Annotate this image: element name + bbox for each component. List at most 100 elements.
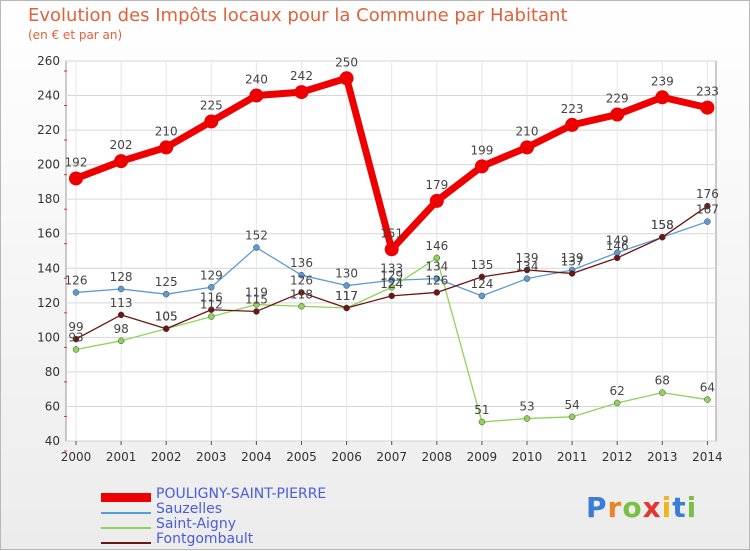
data-point xyxy=(117,311,125,319)
data-label: 136 xyxy=(290,256,313,270)
data-label: 223 xyxy=(561,102,584,116)
logo-letter: t xyxy=(672,491,687,524)
data-point xyxy=(208,284,215,291)
data-point xyxy=(478,292,486,300)
data-point xyxy=(114,154,129,169)
x-tick-label: 2006 xyxy=(331,450,362,464)
x-tick-label: 2001 xyxy=(106,450,137,464)
data-label: 240 xyxy=(245,73,268,87)
data-label: 116 xyxy=(200,291,223,305)
x-tick-label: 2004 xyxy=(241,450,272,464)
data-point xyxy=(253,308,260,315)
x-tick-label: 2009 xyxy=(467,450,498,464)
logo-letter: x xyxy=(642,491,662,524)
data-label: 126 xyxy=(65,273,88,287)
data-point xyxy=(162,290,170,298)
data-point xyxy=(208,306,215,313)
y-tick-label: 220 xyxy=(37,123,60,137)
data-point xyxy=(659,389,666,396)
data-label: 176 xyxy=(696,187,719,201)
y-tick-label: 60 xyxy=(45,399,60,413)
data-label: 68 xyxy=(655,374,670,388)
data-label: 239 xyxy=(651,74,674,88)
chart-subtitle: (en € et par an) xyxy=(28,28,123,42)
data-point xyxy=(478,418,486,426)
legend-swatch xyxy=(101,542,151,544)
logo-letter: i xyxy=(686,491,698,524)
data-label: 137 xyxy=(561,254,584,268)
data-point xyxy=(294,85,309,100)
data-label: 126 xyxy=(425,273,448,287)
x-tick-label: 2012 xyxy=(602,450,633,464)
data-point xyxy=(339,71,354,86)
data-label: 124 xyxy=(470,277,493,291)
x-tick-label: 2013 xyxy=(647,450,678,464)
y-tick-label: 120 xyxy=(37,296,60,310)
data-point xyxy=(72,289,80,296)
data-point xyxy=(72,346,80,353)
legend-swatch xyxy=(101,493,151,502)
y-tick-label: 100 xyxy=(37,330,60,344)
legend-swatch xyxy=(101,527,151,529)
data-label: 229 xyxy=(606,92,629,106)
data-point xyxy=(520,140,534,155)
data-label: 134 xyxy=(425,260,448,274)
data-label: 129 xyxy=(200,268,223,282)
data-point xyxy=(610,107,625,122)
data-label: 139 xyxy=(561,251,584,265)
data-label: 98 xyxy=(113,322,128,336)
data-label: 128 xyxy=(110,270,133,284)
logo-letter: i xyxy=(661,491,673,524)
legend-swatch xyxy=(101,512,151,514)
data-label: 192 xyxy=(65,155,88,169)
data-label: 146 xyxy=(425,239,448,253)
data-point xyxy=(253,301,260,308)
data-point xyxy=(704,218,711,225)
x-tick-label: 2003 xyxy=(196,450,227,464)
legend-label: POULIGNY-SAINT-PIERRE xyxy=(156,486,327,502)
legend-label: Sauzelles xyxy=(156,501,222,517)
data-label: 199 xyxy=(470,143,493,157)
data-label: 151 xyxy=(380,226,403,240)
data-label: 105 xyxy=(155,310,178,324)
chart-title: Evolution des Impôts locaux pour la Comm… xyxy=(28,5,568,26)
data-point xyxy=(478,273,486,281)
data-point xyxy=(204,114,219,129)
data-label: 250 xyxy=(335,55,358,69)
data-point xyxy=(523,266,531,274)
data-label: 105 xyxy=(155,310,178,324)
x-tick-label: 2007 xyxy=(376,450,407,464)
data-point xyxy=(433,289,441,296)
x-tick-label: 2008 xyxy=(422,450,453,464)
data-label: 139 xyxy=(516,251,539,265)
data-label: 149 xyxy=(606,234,629,248)
data-point xyxy=(343,282,350,289)
y-tick-label: 260 xyxy=(37,54,60,68)
x-tick-label: 2011 xyxy=(557,450,588,464)
data-point xyxy=(568,413,576,421)
data-point xyxy=(159,140,174,155)
data-point xyxy=(117,337,125,345)
data-point xyxy=(568,270,576,277)
data-label: 167 xyxy=(696,203,719,217)
data-point xyxy=(433,275,441,282)
data-label: 124 xyxy=(380,277,403,291)
logo-letter: r xyxy=(607,491,623,524)
data-label: 115 xyxy=(245,292,268,306)
data-point xyxy=(700,100,715,115)
data-point xyxy=(474,159,489,174)
data-point xyxy=(72,335,80,343)
data-point xyxy=(343,304,350,312)
data-point xyxy=(388,284,395,291)
x-tick-label: 2014 xyxy=(692,450,723,464)
data-label: 119 xyxy=(245,286,268,300)
data-label: 135 xyxy=(470,258,493,272)
data-label: 51 xyxy=(474,403,489,417)
data-label: 126 xyxy=(290,273,313,287)
data-point xyxy=(613,254,621,262)
data-point xyxy=(208,313,215,320)
data-point xyxy=(659,233,666,241)
data-point xyxy=(298,303,305,310)
legend-label: Saint-Aigny xyxy=(156,516,236,532)
